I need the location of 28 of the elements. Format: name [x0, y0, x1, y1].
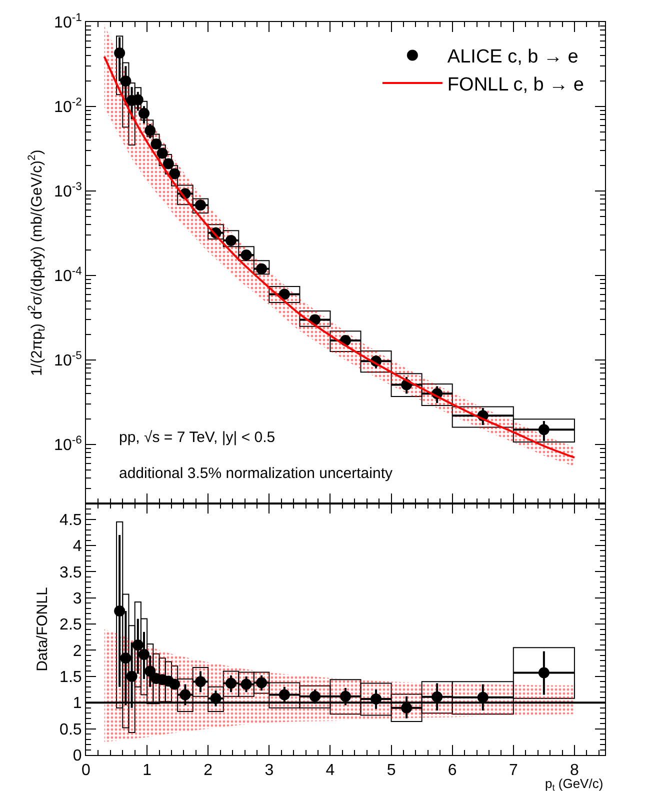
y-tick-label: 1 [72, 695, 82, 712]
x-tick-label: 4 [326, 762, 335, 780]
legend-label: ALICE c, b → e [447, 46, 578, 68]
y-tick-label: 3.5 [60, 564, 82, 582]
y-tick-label: 1.5 [60, 669, 82, 686]
x-tick-label: 2 [204, 762, 213, 780]
y-tick-label: 0 [72, 748, 82, 765]
y-tick-label: 10$^{-1}$ [54, 12, 82, 32]
y-tick-label: 10$^{-6}$ [54, 434, 82, 454]
y-tick-label: 2 [72, 642, 82, 660]
x-tick-label: 5 [386, 762, 396, 780]
x-tick-label: 6 [448, 762, 457, 780]
x-tick-label: 7 [508, 762, 518, 780]
y-tick-label: 0.5 [60, 721, 82, 738]
y-tick-label: 10$^{-3}$ [54, 180, 82, 201]
y-tick-label: 4.5 [60, 512, 82, 529]
y-tick-label: 10$^{-5}$ [54, 350, 82, 370]
annotation: pp, √s = 7 TeV, |y| < 0.5 [119, 429, 276, 446]
legend-label: FONLL c, b → e [447, 74, 584, 96]
y-tick-label: 10$^{-4}$ [54, 265, 82, 286]
y-tick-label: 10$^{-2}$ [54, 96, 82, 116]
x-tick-label: 3 [264, 762, 274, 780]
y-tick-label: 2.5 [60, 616, 82, 634]
x-tick-label: 1 [142, 762, 152, 780]
y-axis-title: Data/FONLL [34, 587, 51, 672]
annotation: additional 3.5% normalization uncertainty [119, 465, 393, 482]
y-tick-label: 3 [72, 590, 82, 608]
y-tick-label: 4 [72, 538, 82, 556]
